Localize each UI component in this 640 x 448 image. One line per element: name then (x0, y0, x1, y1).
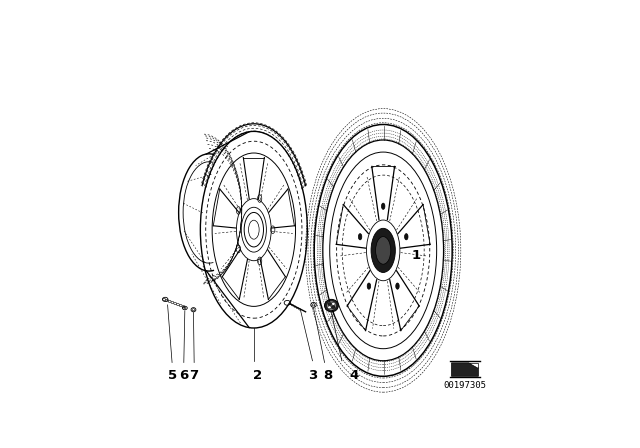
Ellipse shape (358, 234, 362, 240)
Ellipse shape (328, 306, 332, 309)
Ellipse shape (404, 234, 408, 240)
Ellipse shape (332, 306, 335, 309)
Polygon shape (451, 363, 479, 376)
Ellipse shape (371, 228, 396, 272)
Ellipse shape (328, 302, 332, 305)
Polygon shape (468, 363, 479, 368)
Ellipse shape (367, 283, 371, 289)
Text: 3: 3 (308, 370, 317, 383)
Ellipse shape (396, 283, 399, 289)
Text: 6: 6 (179, 370, 188, 383)
Ellipse shape (376, 237, 391, 264)
Text: 1: 1 (412, 249, 420, 262)
Ellipse shape (327, 302, 335, 310)
Ellipse shape (381, 203, 385, 209)
Text: 00197305: 00197305 (444, 381, 486, 390)
Text: 5: 5 (168, 370, 177, 383)
Ellipse shape (332, 302, 335, 305)
Text: 4: 4 (349, 370, 358, 383)
Ellipse shape (324, 299, 339, 312)
Text: 2: 2 (253, 370, 262, 383)
Text: 8: 8 (323, 370, 333, 383)
Text: 7: 7 (189, 370, 198, 383)
